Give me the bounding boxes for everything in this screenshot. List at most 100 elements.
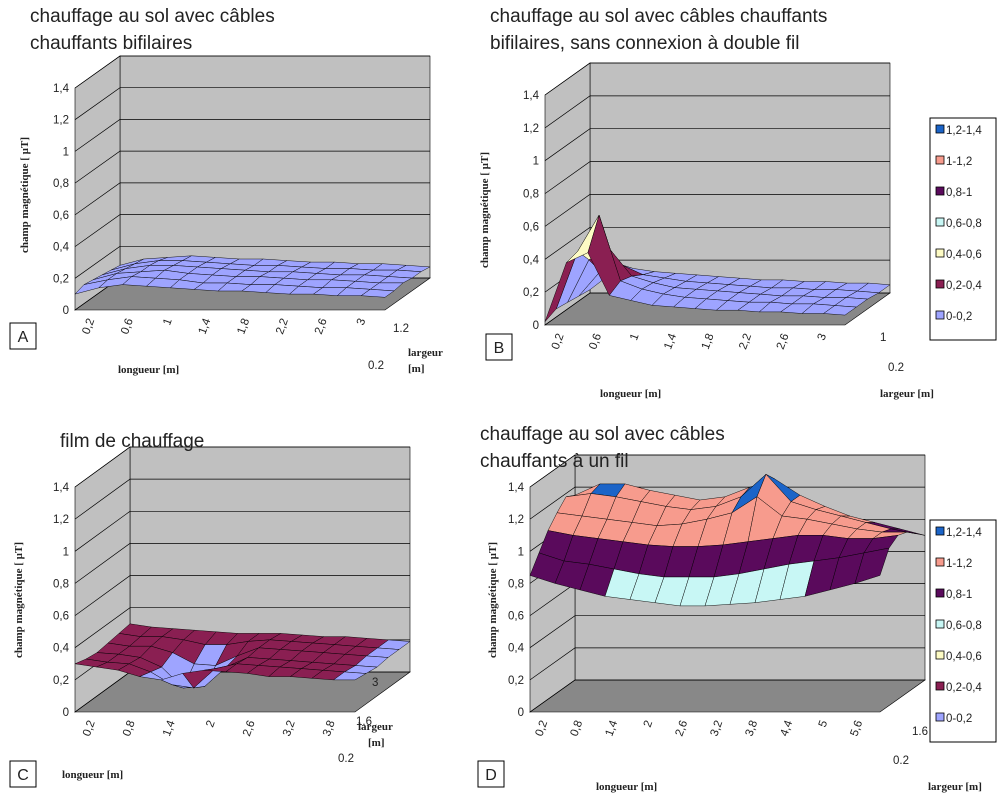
x-tick-label: 3 [355,317,368,327]
z-tick-label: 1 [533,156,539,168]
chart-title-line: film de chauffage [60,431,204,452]
z-tick-label: 0,8 [53,578,69,590]
x-tick-label: 0,2 [80,317,97,336]
panel-letter-box [9,760,37,788]
y-axis-label: [m] [368,737,385,749]
panel-letter: B [494,340,505,357]
x-tick-label: 1,4 [662,331,679,351]
panel-letter-box [477,760,505,788]
z-tick-label: 0 [63,305,69,317]
z-axis-label: champ magnétique [ µT] [479,152,491,268]
z-tick-label: 1,2 [523,123,539,135]
z-tick-label: 0,2 [508,675,524,687]
x-axis-label: longueur [m] [600,388,661,400]
x-tick-label: 1,4 [161,718,178,738]
z-tick-label: 1,4 [523,90,540,102]
chart-panel-d: 0 0,2 0,4 0,6 0,8 1 1,2 1,4 0,2 0,8 1,4 2 2,6 3,2 3,8 4… [477,424,997,793]
z-gridline [74,575,410,616]
z-axis-label: champ magnétique [ µT] [19,137,31,253]
legend-label: 1-1,2 [946,156,972,168]
z-gridline [544,161,890,194]
panel-letter-box [9,322,37,350]
x-tick-label: 2,6 [674,719,691,738]
z-gridline [74,150,430,184]
z-tick-label: 0,2 [53,273,69,285]
x-axis-label: longueur [m] [118,364,179,376]
x-tick-label: 0,2 [534,719,551,738]
x-tick-label: 1 [161,317,174,327]
x-tick-label: 3 [816,332,829,342]
legend-label: 0,4-0,6 [946,249,982,261]
legend-swatch [935,619,945,629]
x-tick-label: 1 [628,332,641,342]
y-axis-label: largeur [m] [928,781,982,793]
z-gridline [529,454,925,488]
x-tick-label: 0,6 [119,317,136,336]
legend-label: 1-1,2 [946,558,972,570]
z-gridline [74,182,430,216]
chart-back-wall [589,62,891,294]
y-tick-label: 1 [880,332,886,344]
y-axis-label: [m] [408,363,425,375]
legend-swatch [935,650,945,660]
x-tick-label: 0,8 [121,719,138,738]
z-tick-label: 1,2 [53,115,69,127]
legend-swatch [935,712,945,722]
x-tick-label: 3,8 [321,719,338,738]
z-tick-label: 0,8 [53,178,69,190]
z-gridline [529,647,925,681]
legend-swatch [935,310,945,320]
chart-title-line: chauffage au sol avec câbles [480,424,725,445]
z-gridline [74,510,410,552]
legend-label: 0,6-0,8 [946,620,982,632]
z-tick-label: 1,4 [508,482,525,494]
panel-letter: D [485,767,497,784]
z-gridline [74,214,430,247]
z-gridline [544,194,890,227]
legend-label: 0,8-1 [946,589,972,601]
z-gridline [544,95,890,129]
z-tick-label: 0,8 [523,189,539,201]
x-tick-label: 1,8 [235,317,252,336]
x-tick-label: 0,6 [587,332,604,351]
x-tick-label: 1,8 [700,332,717,351]
x-tick-label: 0,2 [81,719,98,738]
chart-title-line: chauffants bifilaires [30,33,192,54]
z-axis-label: champ magnétique [ µT] [487,542,499,658]
y-tick-label: 0.2 [338,753,354,765]
chart-title-line: chauffage au sol avec câbles [30,6,275,27]
z-gridline [74,446,410,488]
panel-letter: C [17,767,29,784]
z-tick-label: 1 [63,146,69,158]
z-tick-label: 0,6 [508,611,524,623]
legend-label: 1,2-1,4 [946,125,982,137]
z-tick-label: 1,4 [53,83,70,95]
chart-title-line: chauffage au sol avec câbles chauffants [490,6,827,27]
x-tick-label: 1,4 [604,718,621,738]
z-gridline [544,128,890,161]
y-axis-label: largeur [m] [880,388,934,400]
z-tick-label: 0,2 [523,287,539,299]
legend-label: 0,2-0,4 [946,682,982,694]
z-tick-label: 0,8 [508,578,524,590]
y-axis-label: largeur [358,721,393,733]
legend-swatch [935,186,945,196]
legend-label: 0,8-1 [946,187,972,199]
z-tick-label: 1,2 [508,514,524,526]
legend-box [929,117,997,341]
legend-label: 1,2-1,4 [946,527,982,539]
z-tick-label: 1 [518,546,524,558]
legend-swatch [935,155,945,165]
legend-swatch [935,557,945,567]
z-gridline [529,615,925,648]
z-gridline [529,486,925,520]
x-tick-label: 2 [642,719,655,729]
chart-title-line: bifilaires, sans connexion à double fil [490,33,799,54]
chart-legend: 1,2-1,4 1-1,2 0,8-1 0,6-0,8 0,4-0,6 0,2-0,4 0-… [929,519,997,743]
z-tick-label: 0 [533,320,539,332]
y-tick-label: 0.2 [888,362,904,374]
z-tick-label: 0,4 [53,242,70,254]
surface-cell [332,671,367,681]
legend-box [929,519,997,743]
